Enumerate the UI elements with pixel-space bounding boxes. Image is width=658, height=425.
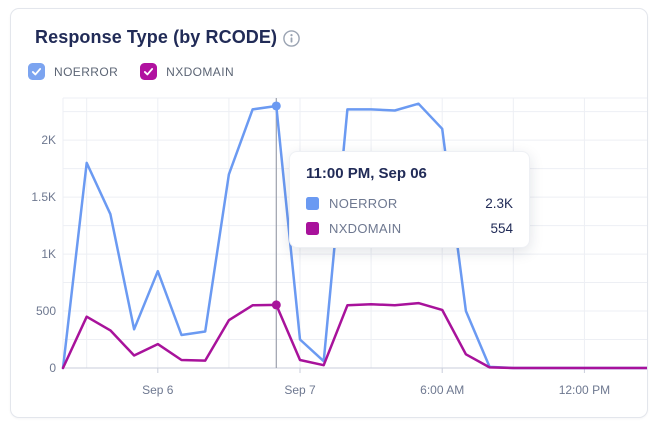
chart-title: Response Type (by RCODE) (35, 27, 278, 47)
y-axis-label: 2K (41, 133, 56, 147)
tooltip-row-nxdomain: NXDOMAIN 554 (306, 216, 513, 241)
highlight-dot-noerror (271, 101, 281, 111)
info-icon[interactable] (283, 30, 300, 47)
legend-checkbox-noerror[interactable] (28, 63, 45, 80)
x-axis-label: Sep 7 (284, 383, 316, 397)
y-axis-label: 500 (36, 304, 56, 318)
noerror-swatch (306, 197, 319, 210)
check-icon (144, 68, 154, 76)
tooltip-value-nxdomain: 554 (490, 221, 513, 236)
legend: NOERROR NXDOMAIN (28, 63, 234, 80)
y-axis-label: 0 (49, 361, 56, 375)
tooltip-label-noerror: NOERROR (329, 196, 398, 211)
y-axis-label: 1.5K (31, 190, 56, 204)
x-axis-label: 6:00 AM (420, 383, 464, 397)
nxdomain-swatch (306, 222, 319, 235)
nxdomain-line (61, 301, 647, 370)
y-axis-label: 1K (41, 247, 56, 261)
tooltip-title: 11:00 PM, Sep 06 (306, 165, 427, 182)
tooltip-label-nxdomain: NXDOMAIN (329, 221, 402, 236)
check-icon (31, 68, 42, 76)
tooltip-value-noerror: 2.3K (485, 196, 513, 211)
chart-canvas[interactable]: 0 500 1K 1.5K 2K Sep 6 Sep 7 6:00 AM 12:00 PM (11, 9, 647, 417)
tooltip-row-noerror: NOERROR 2.3K (306, 191, 513, 216)
legend-label-noerror: NOERROR (54, 64, 119, 79)
chart-tooltip: 11:00 PM, Sep 06 NOERROR 2.3K NXDOMAIN 5… (289, 151, 530, 248)
x-axis-label: 12:00 PM (559, 383, 610, 397)
legend-item-nxdomain[interactable]: NXDOMAIN (140, 63, 234, 80)
legend-checkbox-nxdomain[interactable] (140, 63, 158, 80)
legend-item-noerror[interactable]: NOERROR (28, 63, 118, 80)
x-axis-label: Sep 6 (142, 383, 174, 397)
highlight-dot-nxdomain (271, 300, 281, 310)
legend-label-nxdomain: NXDOMAIN (166, 64, 235, 79)
response-type-card: Response Type (by RCODE) NOERROR NXDOMAI… (10, 8, 648, 418)
